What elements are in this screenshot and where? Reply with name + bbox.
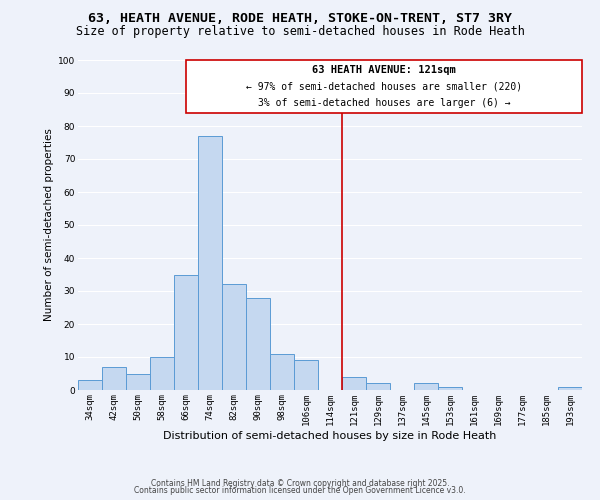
Bar [102,367,126,390]
Bar [174,274,198,390]
Bar [294,360,318,390]
Text: 3% of semi-detached houses are larger (6) →: 3% of semi-detached houses are larger (6… [257,98,511,108]
Text: ← 97% of semi-detached houses are smaller (220): ← 97% of semi-detached houses are smalle… [246,82,522,92]
Bar [150,357,174,390]
Bar [558,386,582,390]
FancyBboxPatch shape [186,60,582,113]
Text: 63 HEATH AVENUE: 121sqm: 63 HEATH AVENUE: 121sqm [312,65,456,75]
Text: Contains public sector information licensed under the Open Government Licence v3: Contains public sector information licen… [134,486,466,495]
Bar [222,284,246,390]
Text: Contains HM Land Registry data © Crown copyright and database right 2025.: Contains HM Land Registry data © Crown c… [151,478,449,488]
Text: 63, HEATH AVENUE, RODE HEATH, STOKE-ON-TRENT, ST7 3RY: 63, HEATH AVENUE, RODE HEATH, STOKE-ON-T… [88,12,512,26]
Bar [246,298,270,390]
Y-axis label: Number of semi-detached properties: Number of semi-detached properties [44,128,54,322]
Bar [342,377,366,390]
Bar [270,354,294,390]
Text: Size of property relative to semi-detached houses in Rode Heath: Size of property relative to semi-detach… [76,25,524,38]
X-axis label: Distribution of semi-detached houses by size in Rode Heath: Distribution of semi-detached houses by … [163,430,497,440]
Bar [126,374,150,390]
Bar [414,384,438,390]
Bar [78,380,102,390]
Bar [366,384,390,390]
Bar [198,136,222,390]
Bar [438,386,462,390]
